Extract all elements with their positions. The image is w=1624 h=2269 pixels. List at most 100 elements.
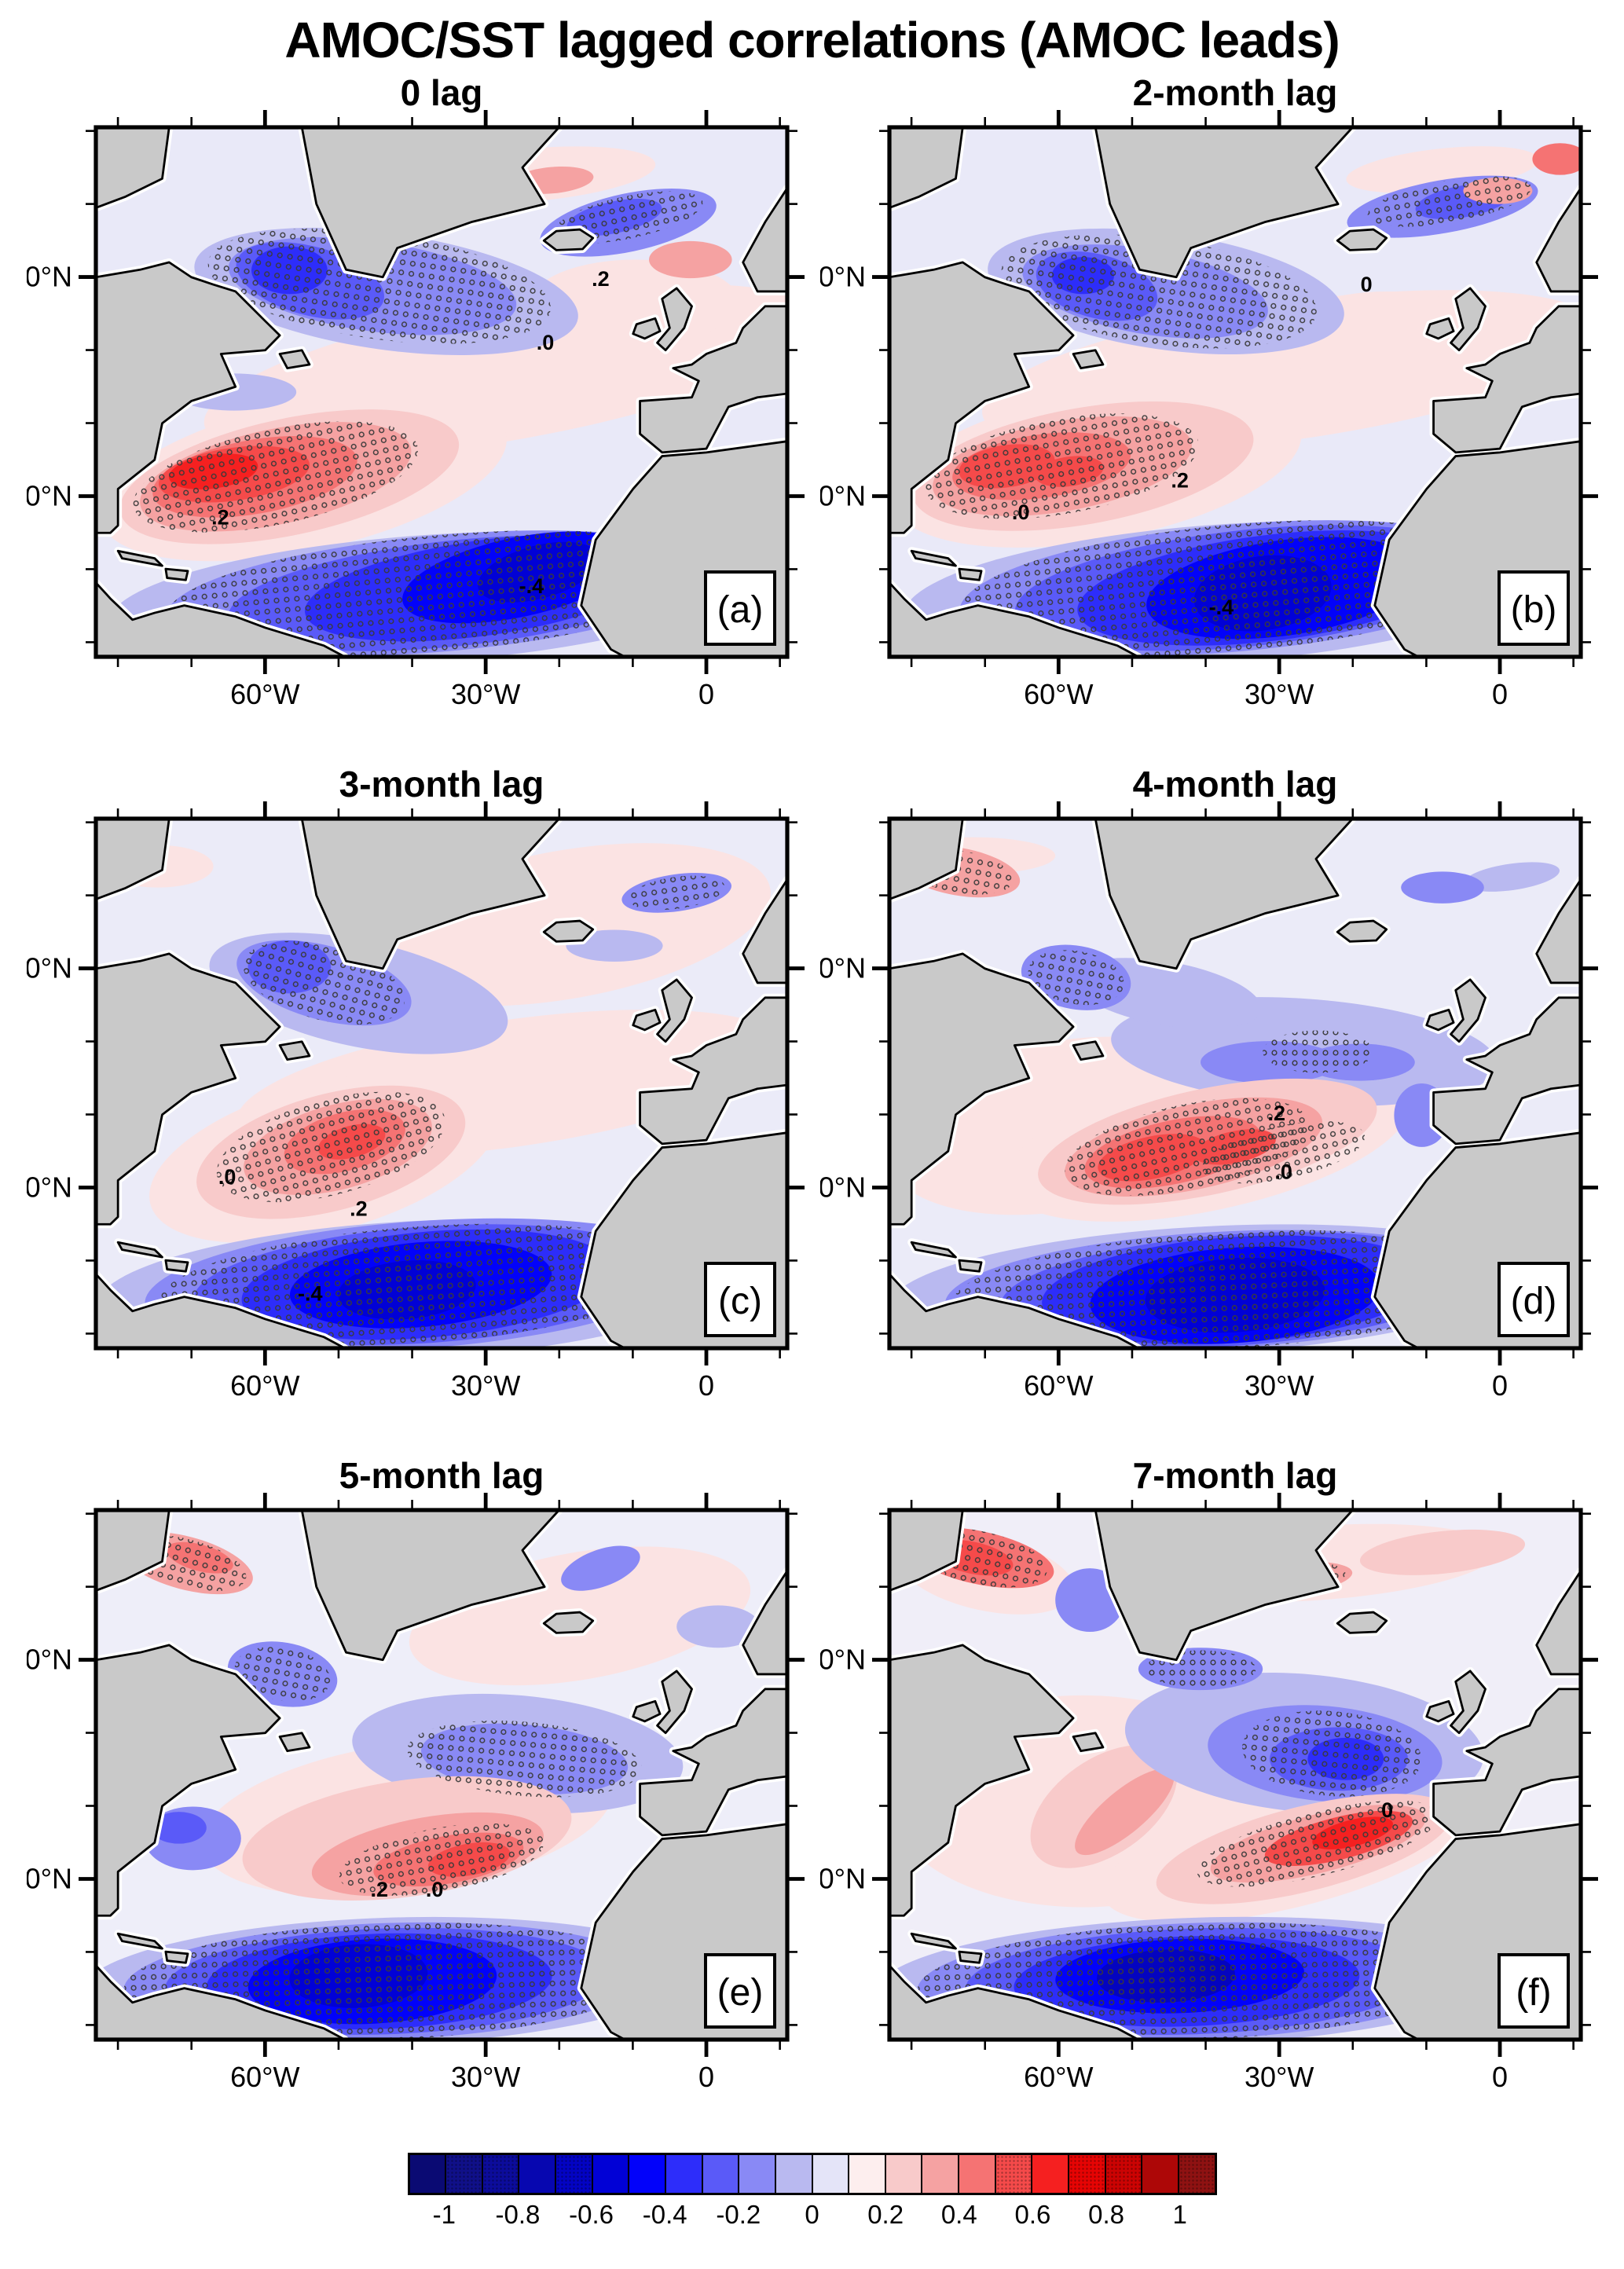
land-polygon <box>1534 1570 1581 1676</box>
x-axis-tick-label: 0 <box>1492 1369 1508 1402</box>
panel-d: 4-month lag .2 .0 60°W 30°W 0 60°N 30°N (d) <box>820 762 1598 1453</box>
x-axis-tick-label: 0 <box>1492 678 1508 710</box>
map-ocean: .0 .2 -.4 <box>95 819 787 1348</box>
land-polygon <box>631 1008 661 1032</box>
land-polygon <box>1424 1699 1454 1723</box>
panel-letter-box <box>1497 570 1570 646</box>
land-polygon <box>889 581 1139 657</box>
colorbar-cell <box>884 2155 922 2193</box>
stipple-overlay <box>165 530 717 657</box>
land-polygon <box>741 878 787 984</box>
colorbar-cell <box>774 2155 812 2193</box>
colorbar-cell <box>481 2155 519 2193</box>
x-axis-tick-label: 60°W <box>1024 1369 1093 1402</box>
land-polygon <box>542 228 594 251</box>
colorbar-cell <box>958 2155 995 2193</box>
panel-letter: (a) <box>717 589 763 631</box>
land-polygon <box>95 261 280 534</box>
correlation-blob <box>1400 871 1484 904</box>
colorbar-tick-label: 0 <box>805 2200 819 2229</box>
land-polygon <box>741 1570 787 1676</box>
y-axis-tick-label: 60°N <box>820 261 866 293</box>
land-polygon <box>116 1241 163 1259</box>
land-polygon <box>655 287 693 352</box>
land-polygon <box>655 1670 693 1735</box>
land-polygon <box>1449 1670 1487 1735</box>
land-polygon <box>910 1241 957 1259</box>
correlation-blob <box>150 1812 207 1844</box>
contour-label: .2 <box>350 1197 368 1221</box>
land-polygon <box>1534 187 1581 293</box>
colorbar-cell <box>518 2155 555 2193</box>
y-axis-tick-label: 60°N <box>27 261 72 293</box>
y-axis-tick-label: 30°N <box>27 1862 72 1894</box>
land-polygon <box>1432 1688 1581 1837</box>
colorbar-tick-label: 1 <box>1172 2200 1187 2229</box>
stipple-overlay <box>1201 1121 1365 1184</box>
land-polygon <box>1336 919 1388 943</box>
land-polygon <box>1094 1510 1354 1662</box>
land-polygon <box>910 1932 957 1950</box>
colorbar-tick-label: 0.2 <box>867 2200 904 2229</box>
land-polygon <box>95 1273 346 1348</box>
y-axis-tick-label: 30°N <box>27 1171 72 1203</box>
stipple-overlay <box>207 228 551 344</box>
panels-grid: 0 lag .2 .0 .2 -.4 60°W 30°W 0 60°N 30°N (a) 2-mont… <box>19 71 1606 2145</box>
map-panel-e: 5-month lag .2 .0 60°W 30°W 0 60°N 30°N (e) <box>27 1455 805 2093</box>
y-axis-tick-label: 30°N <box>820 479 866 511</box>
land-polygon <box>1072 349 1104 370</box>
map-frame <box>93 1508 790 2042</box>
panel-c: 3-month lag .0 .2 -.4 60°W 30°W 0 60°N 30°N (c) <box>27 762 805 1453</box>
colorbar-cell <box>848 2155 885 2193</box>
land-polygon <box>1072 1732 1104 1753</box>
contour-label: .0 <box>218 1165 236 1189</box>
land-polygon <box>638 1688 787 1837</box>
map-panel-a: 0 lag .2 .0 .2 -.4 60°W 30°W 0 60°N 30°N (a) <box>27 72 805 710</box>
land-polygon <box>631 1699 661 1723</box>
panel-f: 7-month lag 0 60°W 30°W 0 60°N 30°N (f) <box>820 1453 1598 2145</box>
land-polygon <box>300 127 560 279</box>
panel-letter: (e) <box>717 1972 763 2014</box>
panel-title: 4-month lag <box>1132 764 1337 805</box>
land-polygon <box>163 1259 189 1273</box>
x-axis-tick-label: 30°W <box>1244 1369 1313 1402</box>
contour-label: .0 <box>536 331 554 354</box>
land-polygon <box>1432 305 1581 454</box>
land-polygon <box>889 127 964 209</box>
land-polygon <box>95 1964 346 2040</box>
land-polygon <box>910 549 957 567</box>
y-axis-tick-label: 60°N <box>27 1644 72 1676</box>
colorbar-cell <box>701 2155 739 2193</box>
colorbar-cell <box>591 2155 629 2193</box>
colorbar-cell <box>921 2155 959 2193</box>
colorbar-cell <box>811 2155 849 2193</box>
land-polygon <box>95 819 170 900</box>
panel-letter-box <box>1497 1262 1570 1337</box>
colorbar-cell <box>409 2155 445 2193</box>
colorbar-cell <box>738 2155 775 2193</box>
land-polygon <box>1336 1611 1388 1634</box>
x-axis-tick-label: 0 <box>698 2061 714 2093</box>
axis-ticks <box>871 1493 1598 2057</box>
land-polygon <box>95 952 280 1226</box>
contour-label: -.4 <box>519 574 544 598</box>
panel-a: 0 lag .2 .0 .2 -.4 60°W 30°W 0 60°N 30°N (a) <box>27 71 805 762</box>
colorbar-cell <box>1068 2155 1105 2193</box>
land-polygon <box>116 549 163 567</box>
land-polygon <box>95 1510 170 1592</box>
land-polygon <box>300 819 560 970</box>
contour-label: 0 <box>1360 273 1372 296</box>
panel-title: 2-month lag <box>1132 72 1337 113</box>
land-polygon <box>1424 317 1454 340</box>
colorbar-labels: -1 -0.8 -0.6 -0.4 -0.2 0 0.2 0.4 0.6 0.8 1 <box>408 2200 1217 2236</box>
x-axis-tick-label: 60°W <box>230 1369 299 1402</box>
contour-label: -.4 <box>1208 596 1234 619</box>
x-axis-tick-label: 0 <box>698 1369 714 1402</box>
map-frame <box>93 125 790 659</box>
stipple-overlay <box>339 1823 544 1896</box>
stipple-overlay <box>1241 1710 1421 1797</box>
axis-ticks <box>871 801 1598 1365</box>
stipple-overlay <box>1197 1800 1439 1887</box>
land-polygon <box>95 1644 280 1917</box>
land-polygon <box>95 581 346 657</box>
